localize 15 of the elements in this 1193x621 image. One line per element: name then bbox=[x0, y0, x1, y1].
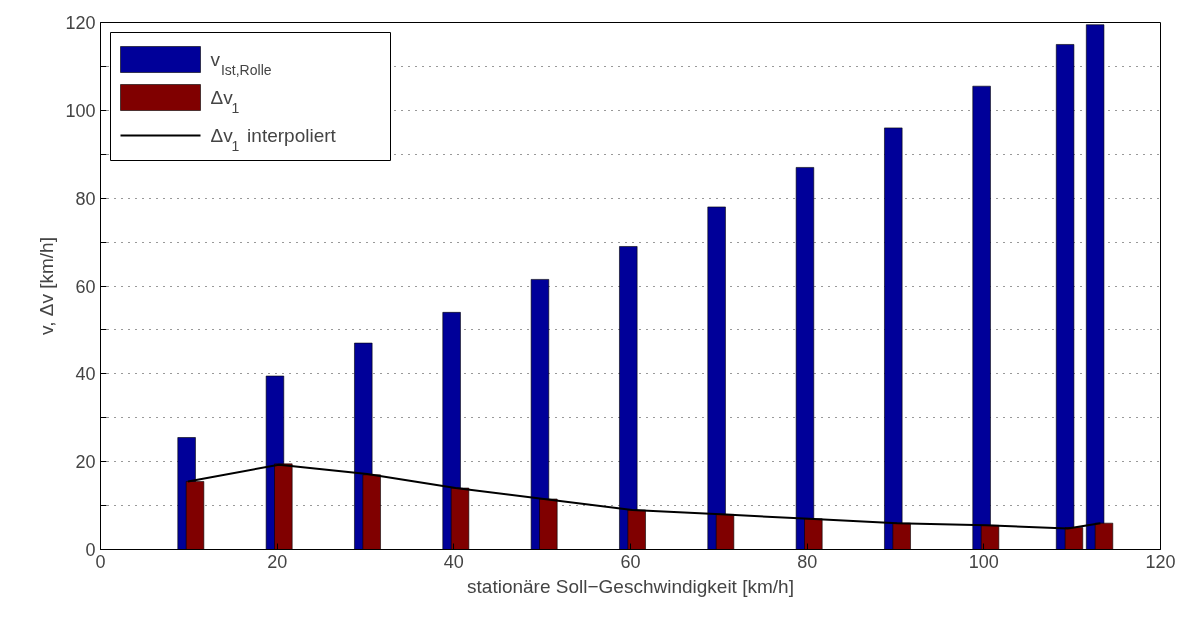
y-tick-label: 80 bbox=[75, 188, 96, 209]
x-tick-label: 20 bbox=[267, 551, 288, 572]
y-axis-title: v, Δv [km/h] bbox=[36, 237, 58, 335]
y-tick-label: 20 bbox=[75, 452, 96, 473]
x-tick-label: 120 bbox=[1145, 551, 1176, 572]
x-tick-label: 100 bbox=[968, 551, 999, 572]
x-tick-label: 80 bbox=[797, 551, 818, 572]
text: interpoliert bbox=[247, 125, 336, 146]
x-tick-label: 60 bbox=[620, 551, 641, 572]
y-tick-label: 40 bbox=[75, 364, 96, 385]
x-tick-label: 40 bbox=[443, 551, 464, 572]
x-axis-title: stationäre Soll−Geschwindigkeit [km/h] bbox=[467, 575, 794, 597]
y-tick-label: 120 bbox=[65, 13, 96, 33]
y-tick-label: 60 bbox=[75, 276, 96, 297]
y-tick-label: 100 bbox=[65, 100, 96, 121]
